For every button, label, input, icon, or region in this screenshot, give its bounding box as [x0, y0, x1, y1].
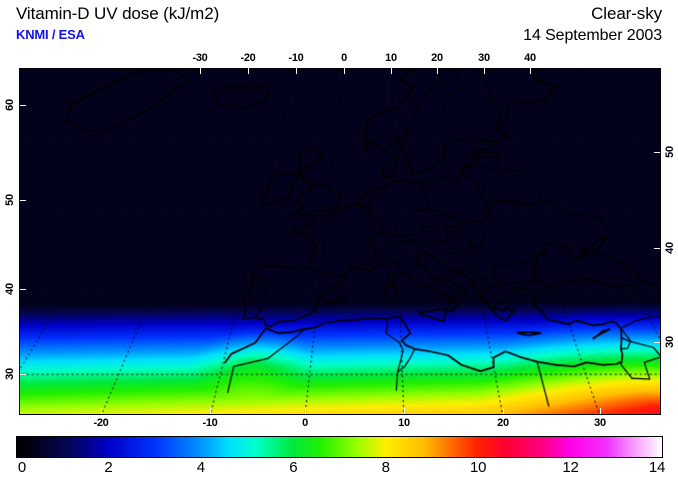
axis-tick-label-left: 60 — [4, 99, 16, 111]
axis-tick-label-right: 40 — [664, 242, 676, 254]
axis-tick-mark-top — [248, 68, 249, 74]
axis-tick-label-top: -10 — [288, 52, 304, 64]
colorbar-tick-label: 4 — [196, 459, 205, 476]
axis-tick-mark-bottom — [101, 408, 102, 414]
axis-tick-label-bottom: 30 — [594, 417, 606, 429]
institution-label: KNMI / ESA — [16, 27, 85, 42]
axis-tick-mark-right — [654, 248, 660, 249]
uv-dose-heatmap — [20, 69, 660, 414]
axis-tick-label-bottom: -20 — [93, 417, 109, 429]
date-label: 14 September 2003 — [523, 27, 662, 44]
axis-tick-label-left: 30 — [4, 368, 16, 380]
axis-tick-mark-right — [654, 342, 660, 343]
page-title: Vitamin-D UV dose (kJ/m2) — [16, 4, 220, 23]
axis-tick-label-top: 40 — [524, 52, 536, 64]
colorbar-tick-label: 14 — [648, 459, 666, 476]
axis-tick-mark-top — [344, 68, 345, 74]
colorbar-tick-label: 12 — [562, 459, 579, 476]
axis-tick-label-top: -20 — [240, 52, 256, 64]
map-plot-frame — [19, 68, 661, 415]
axis-tick-mark-top — [391, 68, 392, 74]
colorbar-tick-label: 8 — [381, 459, 390, 476]
axis-tick-label-top: 20 — [431, 52, 443, 64]
axis-tick-mark-top — [437, 68, 438, 74]
axis-tick-label-top: 30 — [478, 52, 490, 64]
axis-tick-mark-top — [530, 68, 531, 74]
chart-header: Vitamin-D UV dose (kJ/m2) KNMI / ESA Cle… — [0, 0, 678, 52]
axis-tick-mark-top — [200, 68, 201, 74]
axis-tick-label-top: 10 — [385, 52, 397, 64]
axis-tick-label-top: 0 — [341, 52, 347, 64]
axis-tick-label-bottom: 10 — [398, 417, 410, 429]
axis-tick-mark-right — [654, 152, 660, 153]
axis-tick-label-bottom: -10 — [202, 417, 218, 429]
axis-tick-mark-bottom — [210, 408, 211, 414]
axis-tick-label-left: 40 — [4, 283, 16, 295]
axis-tick-label-right: 30 — [664, 336, 676, 348]
axis-tick-mark-top — [484, 68, 485, 74]
axis-tick-label-bottom: 0 — [302, 417, 308, 429]
axis-tick-label-right: 50 — [664, 146, 676, 158]
axis-tick-mark-bottom — [404, 408, 405, 414]
colorbar-gradient — [16, 436, 663, 458]
axis-tick-mark-bottom — [503, 408, 504, 414]
map-plot-area — [20, 69, 660, 414]
sky-condition-label: Clear-sky — [591, 4, 662, 23]
colorbar-tick-label: 10 — [469, 459, 487, 476]
axis-tick-mark-left — [20, 105, 26, 106]
axis-tick-mark-left — [20, 374, 26, 375]
axis-tick-mark-left — [20, 289, 26, 290]
axis-tick-label-left: 50 — [4, 194, 16, 206]
colorbar-tick-label: 0 — [17, 459, 27, 476]
axis-tick-mark-bottom — [305, 408, 306, 414]
axis-tick-mark-bottom — [600, 408, 601, 414]
colorbar-legend — [16, 436, 663, 458]
axis-tick-label-top: -30 — [192, 52, 208, 64]
axis-tick-label-bottom: 20 — [497, 417, 509, 429]
axis-tick-mark-left — [20, 200, 26, 201]
colorbar-tick-label: 2 — [104, 459, 113, 476]
axis-tick-mark-top — [296, 68, 297, 74]
colorbar-tick-label: 6 — [289, 459, 298, 476]
